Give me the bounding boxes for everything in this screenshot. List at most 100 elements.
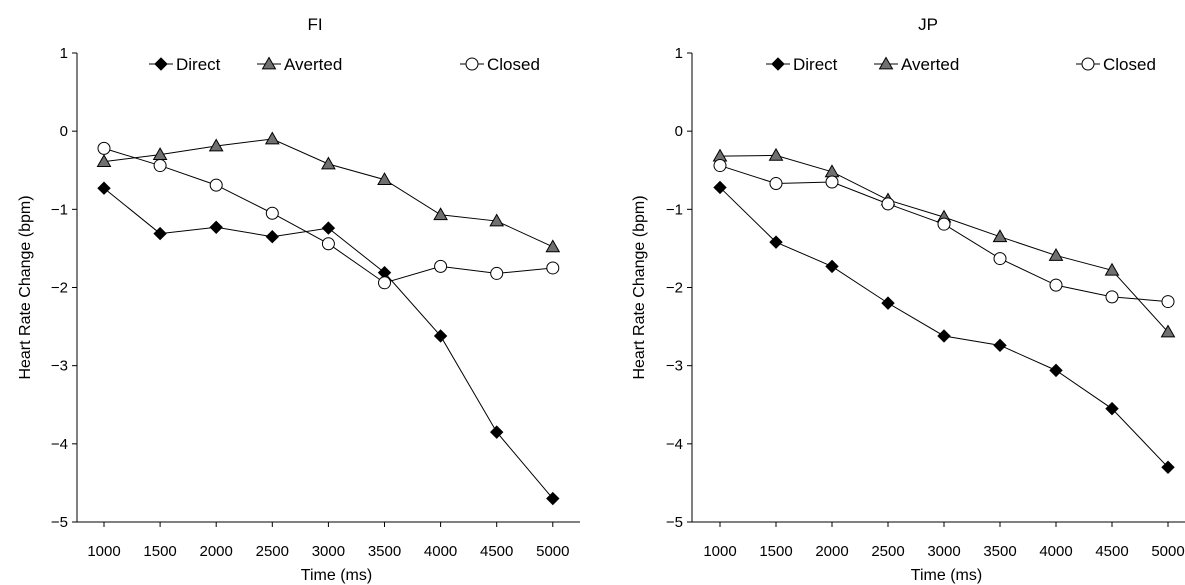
data-point-averted [824,164,840,178]
chart-title: FI [307,15,322,34]
x-tick-label: 4000 [424,543,457,560]
legend-item-direct: Direct [149,55,221,74]
x-axis-label: Time (ms) [301,567,372,584]
data-point-direct [1161,460,1175,474]
x-tick-label: 2500 [256,543,289,560]
legend-label: Averted [901,55,959,74]
series-direct [97,181,560,506]
data-point-closed [1105,290,1119,304]
x-tick-label: 4000 [1039,543,1072,560]
y-axis-label: Heart Rate Change (bpm) [17,195,34,379]
x-tick-label: 1500 [759,543,792,560]
x-tick-label: 3500 [368,543,401,560]
data-point-closed [993,252,1007,266]
data-point-direct [1105,401,1119,416]
x-axis-label: Time (ms) [911,567,982,584]
data-point-averted [992,229,1008,243]
data-point-direct [265,229,280,244]
legend-marker-direct [771,57,785,71]
y-tick-label: −4 [666,436,683,453]
legend-marker-averted [878,56,894,70]
x-tick-label: 2500 [871,543,904,560]
legend-marker-closed [465,57,479,71]
data-point-averted [1048,247,1064,261]
x-tick-label: 1000 [87,543,120,560]
data-point-closed [1161,295,1175,309]
x-tick-label: 3000 [312,543,345,560]
y-tick-label: −4 [51,436,68,453]
data-point-direct [937,329,951,343]
data-point-closed [490,266,504,280]
x-tick-label: 3500 [983,543,1016,560]
legend-label: Direct [793,55,838,74]
data-point-closed [153,159,167,173]
legend-label: Averted [284,55,342,74]
y-tick-label: −3 [51,358,68,375]
x-tick-label: 3000 [927,543,960,560]
data-point-closed [265,206,279,220]
data-point-closed [713,159,727,173]
data-point-closed [97,141,111,155]
series-averted [96,131,561,253]
legend-marker-averted [261,56,277,70]
data-point-closed [378,276,391,290]
legend-item-averted: Averted [257,55,342,74]
data-point-averted [768,147,784,161]
data-point-closed [321,237,335,251]
y-tick-label: −2 [51,280,68,297]
chart-panel-fi: FI 1 0 −1 −2 −3 −4 −5 1000 1500 2000 2500 3000 3500 40… [17,15,580,584]
x-tick-label: 1500 [143,543,176,560]
series-averted [712,147,1176,338]
data-point-closed [937,217,951,231]
data-point-averted [489,213,505,227]
y-tick-label: −5 [666,514,683,531]
y-tick-label: 1 [675,45,683,62]
data-point-averted [1104,262,1120,276]
data-point-averted [321,156,336,170]
legend-marker-closed [1081,57,1095,71]
x-tick-label: 4500 [480,543,513,560]
chart-title: JP [918,15,938,34]
y-tick-label: −1 [666,201,683,218]
data-point-direct [825,259,839,274]
data-point-averted [545,239,561,253]
legend-item-direct: Direct [766,55,838,74]
data-point-direct [489,425,504,439]
data-point-direct [713,180,727,195]
data-point-closed [434,259,448,273]
data-point-direct [153,226,167,241]
y-axis-label: Heart Rate Change (bpm) [631,195,648,379]
legend-item-closed: Closed [460,55,540,74]
x-tick-label: 1000 [703,543,736,560]
data-point-averted [377,172,392,186]
y-tick-label: 0 [60,123,68,140]
series-line-closed [719,165,1169,303]
data-point-closed [209,178,223,192]
data-point-averted [96,154,112,168]
legend: Direct Averted Closed [149,55,540,74]
series-closed [713,159,1175,309]
data-point-direct [769,235,783,249]
data-point-averted [264,131,280,145]
series-line-averted [719,154,1169,333]
data-point-closed [825,175,839,189]
y-tick-label: −1 [51,201,68,218]
x-tick-label: 5000 [1151,543,1184,560]
y-tick-label: −5 [51,514,68,531]
y-tick-label: 0 [675,123,683,140]
series-closed [97,141,560,290]
data-point-direct [881,296,895,310]
data-point-closed [769,177,783,191]
chart-panel-jp: JP 1 0 −1 −2 −3 −4 −5 1000 1500 2000 2500 3000 3500 40… [631,15,1185,584]
data-point-closed [1049,278,1063,292]
legend-label: Direct [176,55,221,74]
series-direct [713,180,1175,474]
data-point-closed [881,197,895,211]
legend-item-closed: Closed [1076,55,1156,74]
x-tick-label: 5000 [536,543,569,560]
legend-label: Closed [487,55,540,74]
data-point-direct [433,329,448,343]
data-point-direct [1049,363,1063,378]
data-point-averted [433,207,448,221]
